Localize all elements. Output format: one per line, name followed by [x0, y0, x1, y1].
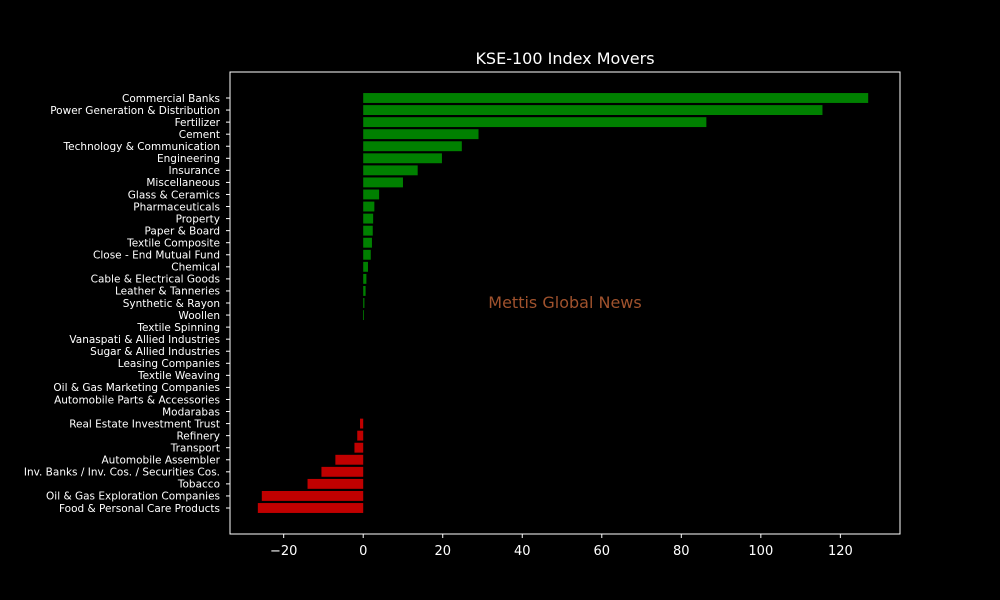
bar-5: [363, 153, 442, 164]
bar-32: [307, 478, 364, 489]
bar-16: [363, 285, 366, 296]
category-label: Refinery: [176, 430, 220, 442]
chart-title: KSE-100 Index Movers: [475, 49, 654, 68]
bar-9: [363, 201, 375, 212]
x-tick-label: 120: [828, 544, 853, 559]
bar-29: [354, 442, 364, 453]
category-label: Leather & Tanneries: [115, 286, 220, 298]
category-label: Real Estate Investment Trust: [69, 418, 220, 430]
bar-12: [363, 237, 372, 248]
x-tick-label: 20: [434, 544, 451, 559]
category-label: Modarabas: [162, 406, 220, 418]
bar-30: [335, 454, 364, 465]
bar-15: [363, 273, 367, 284]
category-label: Paper & Board: [145, 225, 220, 237]
x-tick-label: −20: [270, 544, 297, 559]
plot-frame: [229, 71, 901, 535]
bar-33: [261, 490, 364, 501]
category-label: Glass & Ceramics: [128, 189, 220, 201]
category-label: Vanaspati & Allied Industries: [69, 334, 220, 346]
category-label: Insurance: [168, 165, 220, 177]
category-label: Oil & Gas Marketing Companies: [53, 382, 220, 394]
bar-1: [363, 105, 823, 116]
category-label: Technology & Communication: [63, 141, 220, 153]
bar-10: [363, 213, 374, 224]
category-label: Inv. Banks / Inv. Cos. / Securities Cos.: [24, 467, 220, 479]
bar-7: [363, 177, 403, 188]
bar-13: [363, 249, 371, 260]
category-label: Pharmaceuticals: [133, 201, 220, 213]
category-label: Engineering: [157, 153, 220, 165]
category-label: Woollen: [178, 310, 220, 322]
category-label: Food & Personal Care Products: [59, 503, 220, 515]
bar-34: [257, 503, 364, 513]
bar-28: [357, 430, 364, 441]
category-label: Cable & Electrical Goods: [91, 274, 220, 286]
bar-31: [321, 466, 364, 477]
category-label: Power Generation & Distribution: [50, 105, 220, 117]
x-ticks-group: −20 0 20 40 60 80 100 120: [270, 534, 853, 559]
category-label: Transport: [170, 443, 220, 455]
bar-14: [363, 261, 368, 272]
bar-3: [363, 129, 479, 140]
category-label: Textile Composite: [126, 238, 220, 250]
bar-8: [363, 189, 380, 200]
category-label: Chemical: [171, 262, 220, 274]
category-label: Automobile Parts & Accessories: [54, 394, 220, 406]
bar-0: [363, 93, 869, 103]
category-label: Close - End Mutual Fund: [93, 250, 220, 262]
category-label: Textile Weaving: [137, 370, 220, 382]
category-label: Sugar & Allied Industries: [90, 346, 220, 358]
x-tick-label: 100: [748, 544, 773, 559]
category-label: Synthetic & Rayon: [123, 298, 220, 310]
category-label: Oil & Gas Exploration Companies: [46, 491, 220, 503]
category-label: Cement: [179, 129, 220, 141]
bar-27: [360, 418, 364, 429]
bar-2: [363, 117, 707, 128]
watermark-text: Mettis Global News: [488, 293, 641, 312]
x-tick-label: 60: [594, 544, 611, 559]
bar-6: [363, 165, 418, 176]
category-label: Commercial Banks: [122, 93, 220, 105]
bars-group: [257, 93, 869, 513]
bar-11: [363, 225, 373, 236]
x-tick-label: 40: [514, 544, 531, 559]
category-label: Fertilizer: [175, 117, 221, 129]
category-label: Tobacco: [177, 479, 220, 491]
bar-4: [363, 141, 462, 152]
x-tick-label: 0: [359, 544, 367, 559]
x-tick-label: 80: [673, 544, 690, 559]
bar-17: [363, 298, 365, 308]
category-label: Property: [176, 213, 220, 225]
category-label: Automobile Assembler: [102, 455, 221, 467]
category-label: Miscellaneous: [146, 177, 220, 189]
category-label: Leasing Companies: [118, 358, 220, 370]
bar-18: [363, 310, 364, 321]
category-label: Textile Spinning: [136, 322, 220, 334]
